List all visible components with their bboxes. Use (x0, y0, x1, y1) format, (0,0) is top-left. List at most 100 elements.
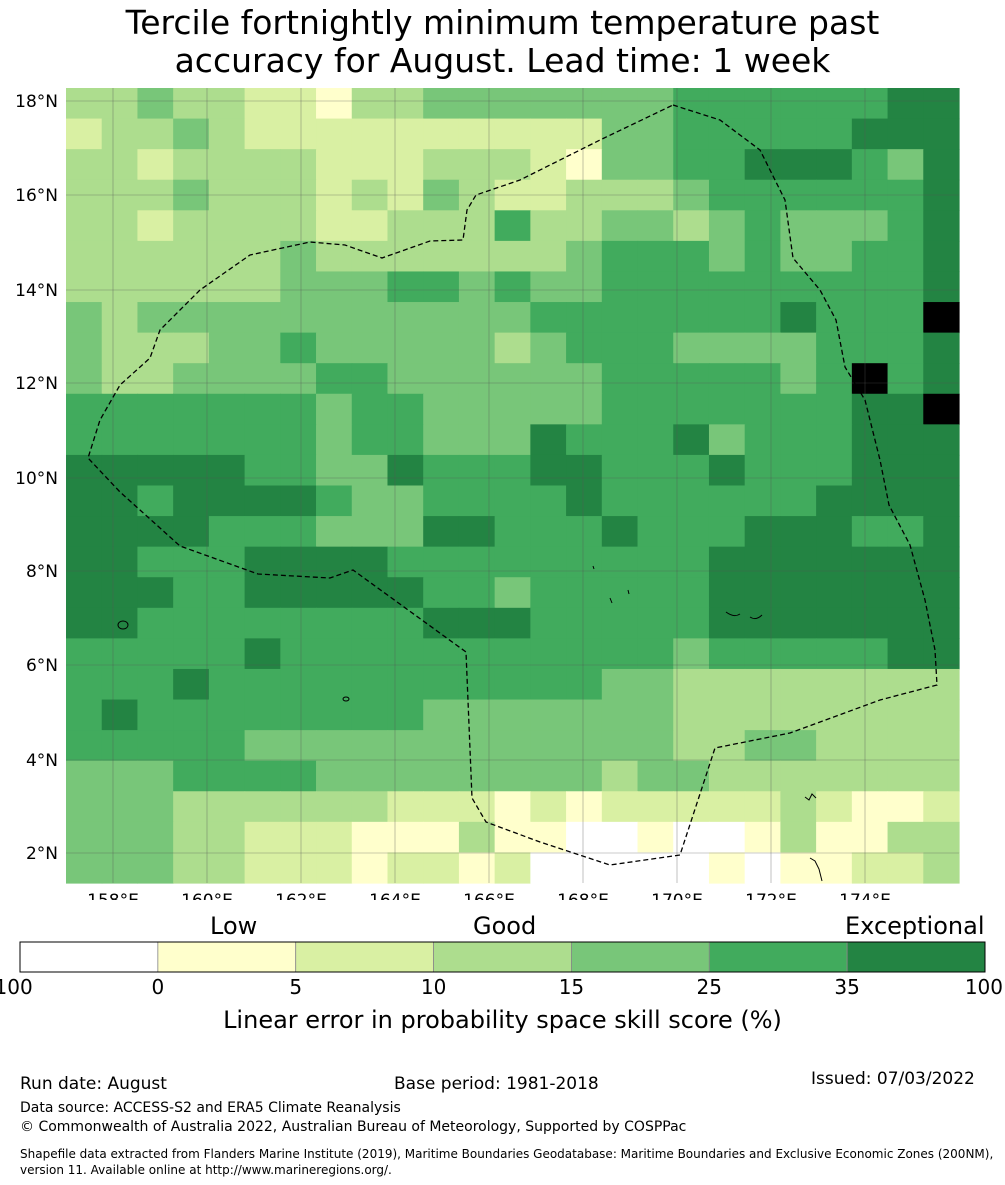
grid-cell (601, 516, 639, 548)
grid-cell (351, 730, 389, 762)
grid-cell (316, 699, 353, 731)
grid-cell (208, 454, 246, 487)
grid-cell (566, 332, 603, 364)
grid-cell (423, 393, 460, 425)
grid-cell (851, 546, 889, 578)
grid-cell (316, 302, 353, 334)
grid-cell (173, 302, 210, 334)
eez-boundary (87, 104, 938, 866)
grid-cell (208, 363, 246, 395)
grid-cell (280, 210, 317, 242)
grid-cell (530, 852, 567, 884)
grid-cell (887, 607, 924, 639)
grid-cell (387, 240, 424, 273)
grid-cell (744, 424, 781, 456)
grid-cell (208, 638, 246, 670)
grid-cell (458, 607, 496, 639)
grid-cell (780, 210, 817, 242)
grid-cell (423, 332, 460, 364)
grid-cell (387, 271, 424, 303)
colorbar-tick-label: 10 (421, 975, 446, 999)
grid-cell (458, 88, 496, 120)
grid-cell (66, 577, 103, 609)
latitude-tick-label: 16°N (15, 186, 58, 206)
latitude-tick-label: 6°N (26, 656, 58, 676)
grid-cell (637, 302, 674, 334)
grid-cell (280, 424, 317, 456)
grid-cell (208, 730, 246, 762)
grid-cell (530, 210, 567, 242)
grid-cell (387, 546, 424, 578)
grid-cell (530, 638, 567, 670)
grid-cell (351, 118, 389, 150)
grid-cell (566, 821, 603, 854)
grid-cell (780, 240, 817, 273)
colorbar-tick-label: 15 (559, 975, 584, 999)
grid-cell (137, 88, 174, 120)
grid-cell (101, 852, 139, 884)
grid-cell (780, 821, 817, 854)
grid-cell (316, 393, 353, 425)
grid-cell (351, 638, 389, 670)
colorbar-tick-label: 25 (697, 975, 722, 999)
grid-cell (423, 271, 460, 303)
grid-cell (458, 821, 496, 854)
grid-cell (923, 760, 960, 792)
grid-cell (208, 577, 246, 609)
grid-cell (101, 393, 139, 425)
grid-cell (744, 607, 781, 639)
grid-cell (601, 393, 639, 425)
grid-cell (387, 699, 424, 731)
grid-cell (530, 760, 567, 792)
grid-cell (673, 485, 710, 517)
grid-cell (708, 638, 746, 670)
grid-cell (744, 760, 781, 792)
grid-cell (458, 332, 496, 364)
grid-cell (458, 118, 496, 150)
grid-cell (316, 546, 353, 578)
grid-cell (566, 546, 603, 578)
grid-cell (316, 607, 353, 639)
grid-cell (744, 577, 781, 609)
grid-cell (280, 638, 317, 670)
grid-cell (530, 271, 567, 303)
grid-cell (780, 516, 817, 548)
grid-cell (208, 668, 246, 701)
grid-cell (423, 118, 460, 150)
grid-cell (458, 485, 496, 517)
grid-cell (530, 149, 567, 181)
grid-cell (744, 699, 781, 731)
grid-cell (637, 485, 674, 517)
grid-cell (101, 240, 139, 273)
longitude-tick-label: 172°E (745, 891, 797, 900)
colorbar: -100 0 5 10 15 25 35 100 (0, 941, 1003, 999)
grid-cell (173, 179, 210, 211)
grid-cell (887, 699, 924, 731)
grid-cell (566, 271, 603, 303)
grid-cell (530, 821, 567, 854)
grid-cell (137, 179, 174, 211)
grid-cell (887, 852, 924, 884)
longitude-tick-label: 166°E (463, 891, 515, 900)
grid-cell (637, 393, 674, 425)
grid-cell (780, 485, 817, 517)
grid-cell (137, 424, 174, 456)
grid-cell (208, 546, 246, 578)
grid-cell (816, 240, 853, 273)
grid-cell (387, 363, 424, 395)
grid-cell (137, 240, 174, 273)
grid-cell (66, 699, 103, 731)
grid-cell (280, 760, 317, 792)
grid-cell (851, 118, 889, 150)
grid-cell (494, 302, 531, 334)
grid-cell (458, 179, 496, 211)
grid-cell (423, 210, 460, 242)
grid-cell (208, 149, 246, 181)
grid-cell (601, 760, 639, 792)
grid-cell (816, 730, 853, 762)
grid-cell (923, 118, 960, 150)
grid-cell (351, 485, 389, 517)
grid-cell (101, 821, 139, 854)
grid-cell (744, 791, 781, 823)
grid-cell (101, 118, 139, 150)
